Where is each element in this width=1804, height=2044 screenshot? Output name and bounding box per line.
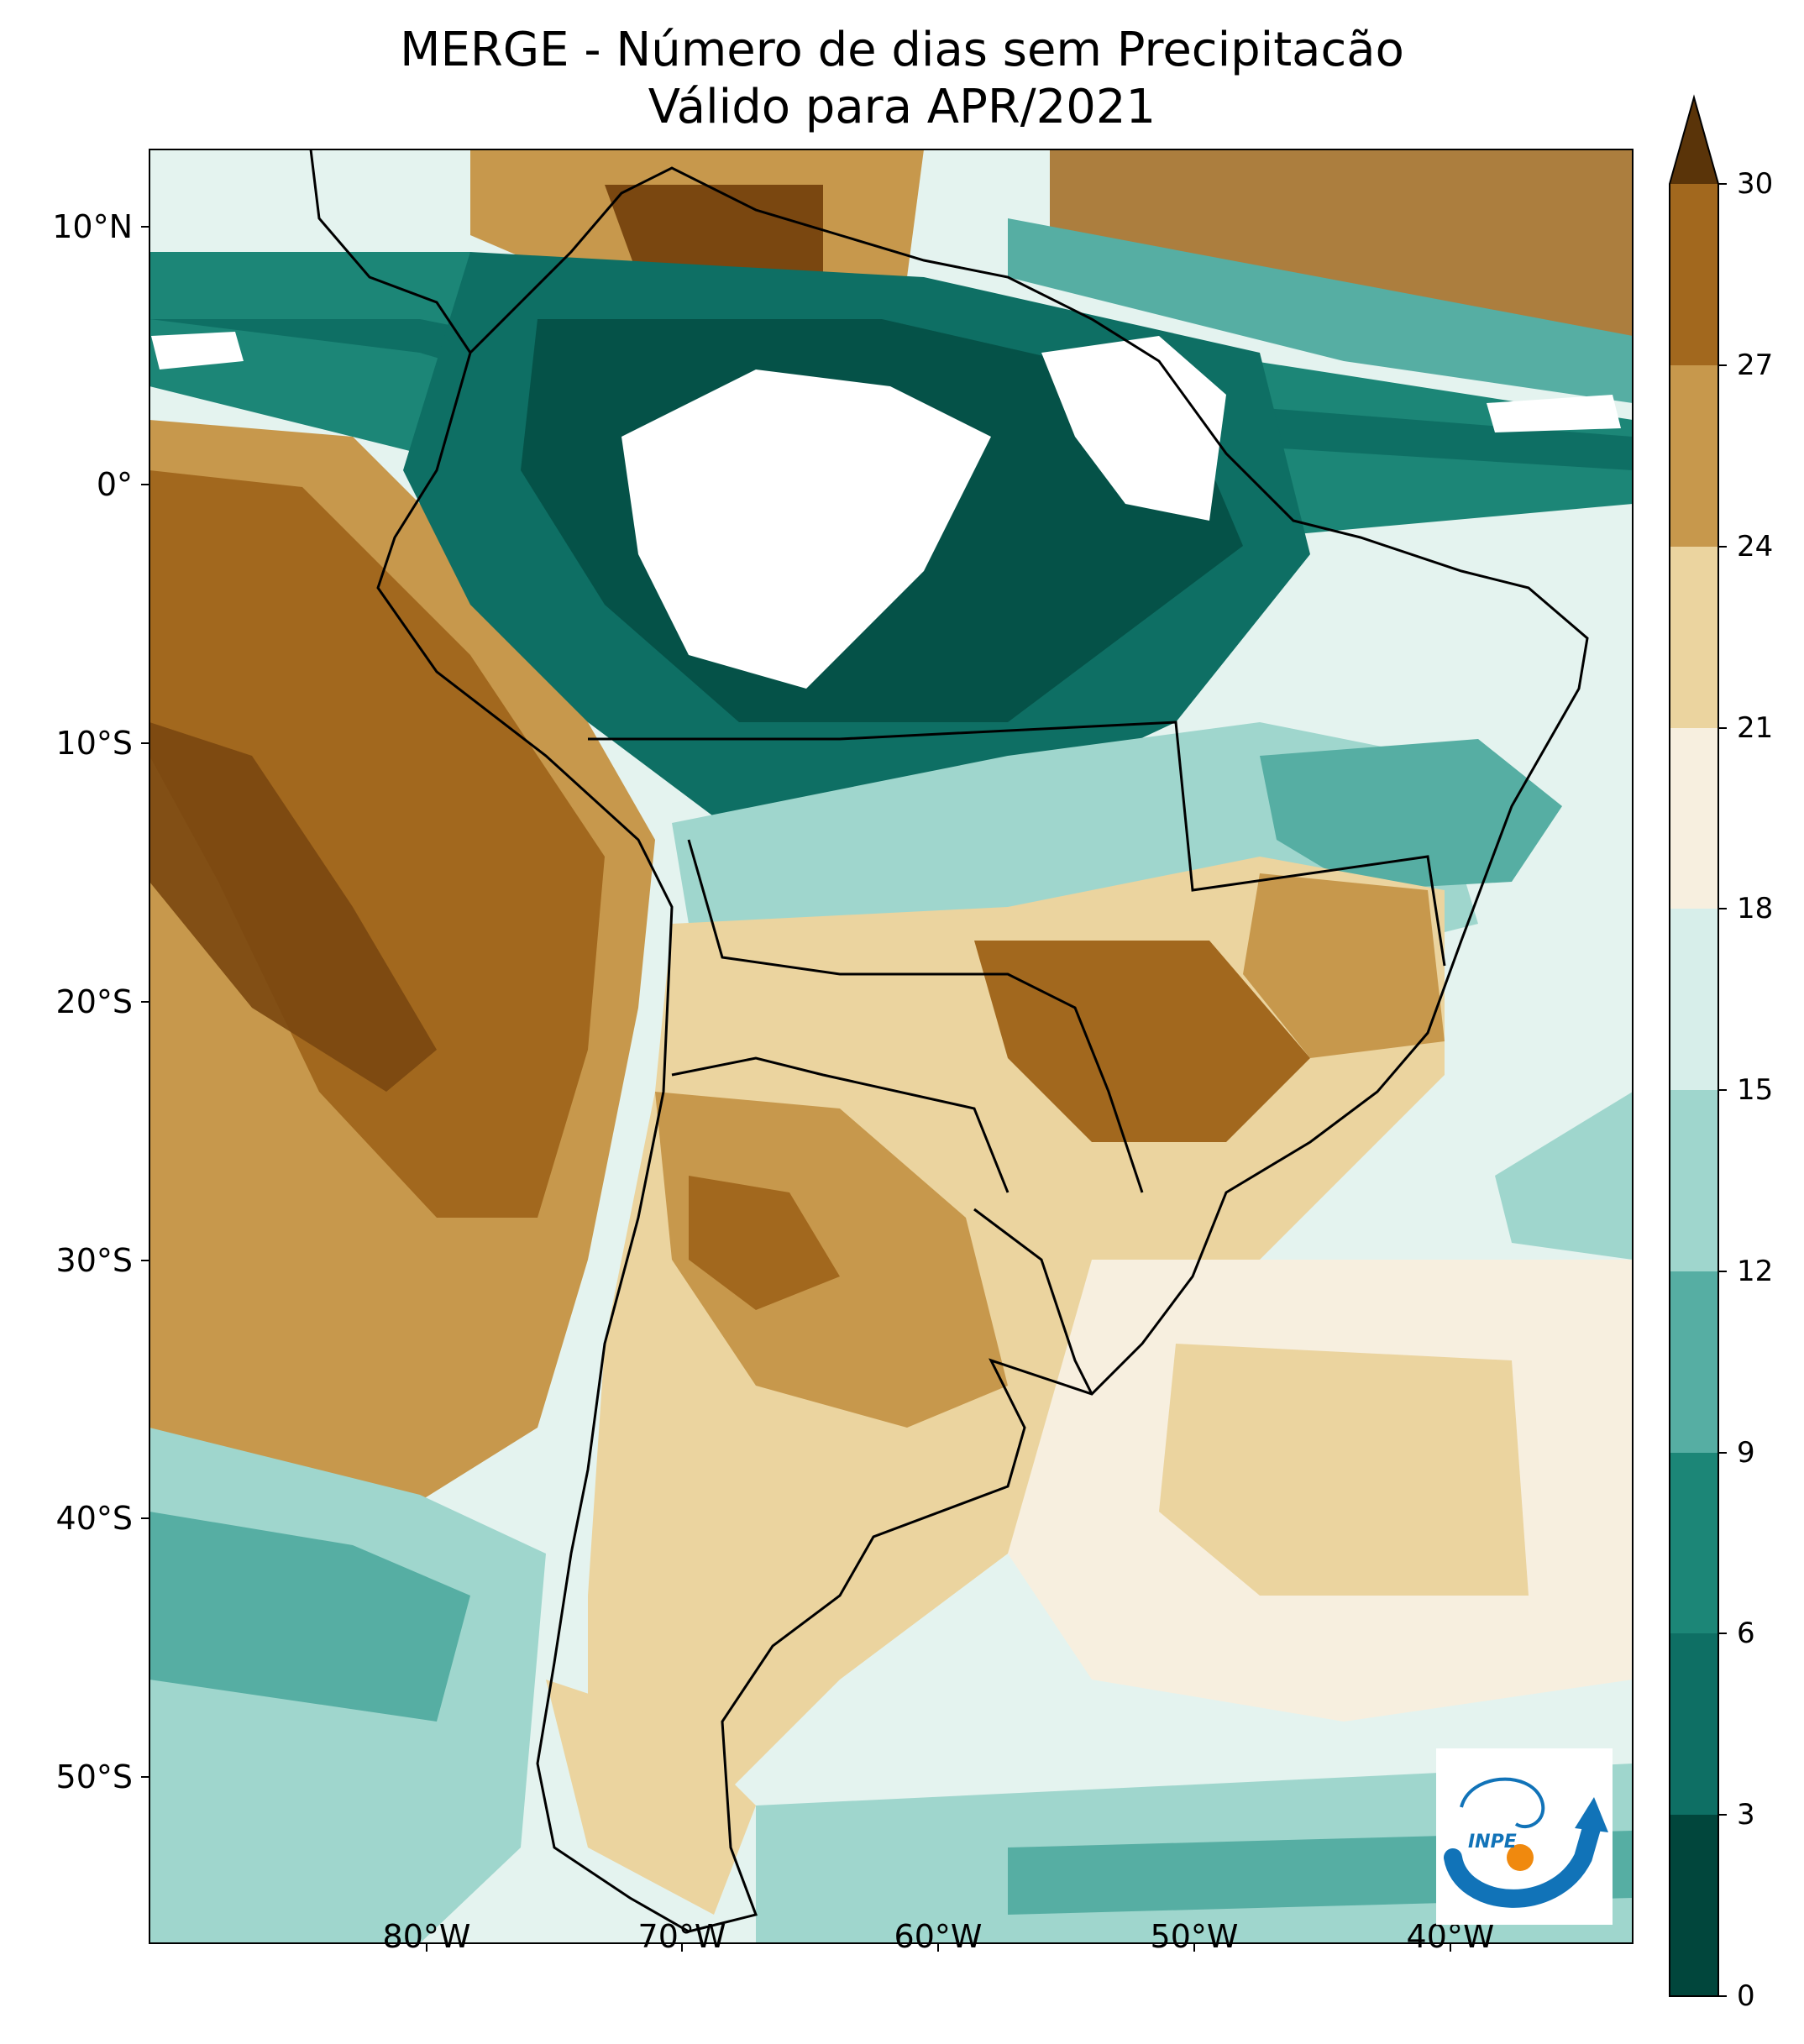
- chart-title-line2: Válido para APR/2021: [648, 80, 1156, 134]
- lon-label-50w: 50°W: [1150, 1918, 1239, 1955]
- colorbar-label-3: 3: [1737, 1798, 1755, 1832]
- colorbar-label-21: 21: [1737, 711, 1774, 745]
- colorbar-label-27: 27: [1737, 349, 1774, 382]
- colorbar-label-6: 6: [1737, 1617, 1755, 1650]
- colorbar-label-0: 0: [1737, 1979, 1755, 2013]
- lat-label-10n: 10°N: [52, 208, 133, 245]
- colorbar-bin-0-3: [1670, 1815, 1718, 1996]
- colorbar-bin-21-24: [1670, 547, 1718, 728]
- colorbar-label-24: 24: [1737, 530, 1774, 563]
- colorbar-bin-15-18: [1670, 909, 1718, 1090]
- colorbar-label-9: 9: [1737, 1436, 1755, 1470]
- lon-label-40w: 40°W: [1406, 1918, 1495, 1955]
- colorbar-bin-24-27: [1670, 365, 1718, 547]
- country-borders: [309, 149, 1589, 1933]
- lat-label-10s: 10°S: [55, 725, 133, 762]
- lon-label-70w: 70°W: [637, 1918, 726, 1955]
- lat-label-50s: 50°S: [55, 1758, 133, 1795]
- colorbar-bin-27-30: [1670, 184, 1718, 365]
- chart-title-line1: MERGE - Número de dias sem Precipitacão: [400, 23, 1404, 77]
- axis-ticks: [141, 226, 1451, 1952]
- colorbar-bin-6-9: [1670, 1453, 1718, 1633]
- lat-label-30s: 30°S: [55, 1242, 133, 1279]
- colorbar-bin-18-21: [1670, 728, 1718, 909]
- colorbar-bin-12-15: [1670, 1090, 1718, 1271]
- colorbar-bin-3-6: [1670, 1633, 1718, 1815]
- precipitation-field: [149, 149, 1633, 1943]
- colorbar: [1669, 94, 1727, 1997]
- lat-label-40s: 40°S: [55, 1500, 133, 1537]
- map-frame: [149, 149, 1634, 1944]
- inpe-logo: INPE: [1436, 1748, 1613, 1925]
- colorbar-label-15: 15: [1737, 1073, 1774, 1107]
- lat-label-20s: 20°S: [55, 983, 133, 1020]
- colorbar-label-18: 18: [1737, 892, 1774, 925]
- colorbar-bin-9-12: [1670, 1271, 1718, 1453]
- colorbar-label-12: 12: [1737, 1255, 1774, 1288]
- lon-label-60w: 60°W: [894, 1918, 983, 1955]
- colorbar-label-30: 30: [1737, 167, 1774, 201]
- colorbar-extend-arrow: [1670, 97, 1718, 184]
- lat-label-0: 0°: [96, 466, 133, 503]
- lon-label-80w: 80°W: [382, 1918, 471, 1955]
- inpe-logo-text: INPE: [1468, 1832, 1517, 1853]
- inpe-logo-icon: INPE: [1444, 1777, 1608, 1908]
